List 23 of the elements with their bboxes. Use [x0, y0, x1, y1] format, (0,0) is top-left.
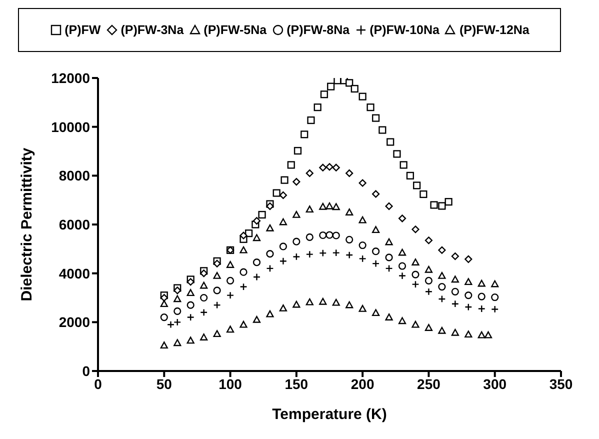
y-tick-label: 4000	[58, 265, 90, 282]
y-tick-label: 0	[82, 362, 90, 379]
x-tick-label: 50	[156, 376, 172, 392]
y-tick-label: 8000	[58, 168, 90, 184]
y-axis-title: Dielectric Permittivity	[18, 147, 36, 302]
x-tick-label: 100	[218, 376, 242, 392]
x-tick-label: 250	[417, 376, 441, 392]
y-tick-label: 10000	[51, 118, 90, 135]
x-axis-title: Temperature (K)	[272, 406, 387, 423]
x-tick-label: 0	[94, 376, 102, 392]
legend-label: (P)FW-10Na	[370, 23, 440, 37]
x-tick-label: 200	[350, 376, 374, 392]
y-tick-label: 2000	[58, 314, 90, 330]
x-tick-label: 300	[483, 376, 507, 392]
y-tick-label: 12000	[51, 70, 90, 86]
legend-label: (P)FW-12Na	[459, 23, 530, 37]
y-tick-label: 6000	[58, 216, 90, 232]
legend-label: (P)FW	[64, 23, 101, 37]
legend-label: (P)FW-8Na	[286, 23, 350, 37]
legend-label: (P)FW-3Na	[120, 23, 184, 37]
x-tick-label: 350	[549, 376, 573, 392]
x-tick-label: 150	[284, 376, 308, 392]
legend-label: (P)FW-5Na	[204, 23, 267, 37]
